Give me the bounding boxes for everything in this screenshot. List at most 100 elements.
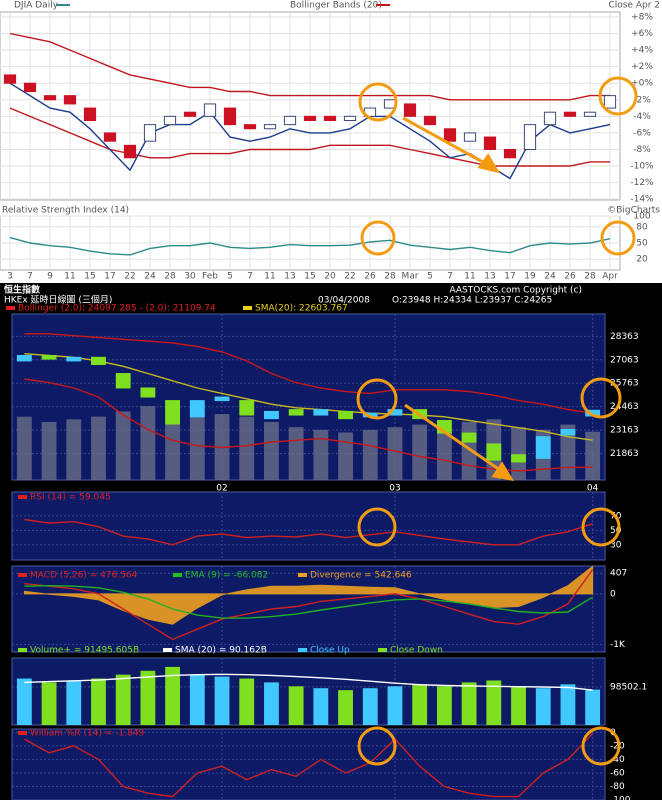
x-tick-label: 7 bbox=[447, 272, 453, 282]
volume-bar bbox=[412, 684, 428, 725]
panel-background bbox=[11, 491, 606, 561]
y-tick-label: 20 bbox=[636, 255, 648, 265]
volume-bar bbox=[461, 682, 477, 725]
volume-bar bbox=[165, 666, 181, 725]
y-tick-label: -12% bbox=[630, 178, 654, 188]
volume-overlay-bar bbox=[239, 416, 255, 480]
y-tick-label: +8% bbox=[631, 12, 653, 22]
y-tick-label: 50 bbox=[636, 239, 648, 249]
panel-background bbox=[11, 728, 606, 800]
x-tick-label: 22 bbox=[124, 272, 135, 282]
volume-bar bbox=[288, 686, 304, 725]
x-tick-label: 7 bbox=[27, 272, 33, 282]
candle-body bbox=[203, 103, 217, 117]
volume-bar bbox=[140, 670, 156, 725]
x-tick-label: 17 bbox=[104, 272, 115, 282]
legend-swatch bbox=[298, 573, 307, 577]
candle-body bbox=[313, 409, 329, 416]
candle-body bbox=[338, 410, 353, 420]
candle-body bbox=[461, 432, 477, 443]
legend-swatch bbox=[298, 648, 307, 652]
panel-legend: EMA (9) = -66.082 bbox=[185, 571, 268, 581]
header-text: AASTOCKS.com Copyright (c) bbox=[449, 286, 582, 296]
line-series bbox=[9, 82, 611, 180]
x-tick-label: 17 bbox=[504, 272, 515, 282]
highlight-circle bbox=[600, 220, 636, 256]
candle-body bbox=[483, 136, 497, 150]
panel-background bbox=[11, 657, 606, 726]
candle-body bbox=[189, 400, 205, 418]
trend-arrow bbox=[402, 116, 491, 168]
legend-swatch bbox=[163, 648, 172, 652]
candle-body bbox=[115, 373, 131, 389]
x-tick-label: 24 bbox=[144, 272, 156, 282]
header-text: 03/04/2008 bbox=[318, 296, 370, 306]
volume-bar bbox=[41, 682, 57, 725]
y-tick-label: 23163 bbox=[610, 426, 639, 436]
candle-body bbox=[583, 111, 597, 117]
x-tick-label: 24 bbox=[544, 272, 556, 282]
volume-overlay-bar bbox=[16, 416, 32, 480]
candle-body bbox=[543, 111, 557, 126]
y-tick-label: 407 bbox=[610, 569, 627, 579]
x-tick-label: 28 bbox=[584, 272, 596, 282]
y-tick-label: -8% bbox=[633, 145, 651, 155]
volume-bar bbox=[91, 678, 106, 725]
panel-legend: SMA (20) = 90.162B bbox=[175, 646, 267, 656]
y-tick-label: +4% bbox=[631, 46, 653, 56]
y-tick-label: -40 bbox=[610, 755, 625, 765]
panel-legend: William %R (14) = -1.849 bbox=[30, 729, 145, 739]
x-tick-label: 7 bbox=[247, 272, 253, 282]
legend-swatch bbox=[18, 648, 27, 652]
legend-swatch bbox=[6, 306, 15, 310]
candle-body bbox=[511, 454, 526, 463]
y-tick-label: -20 bbox=[610, 741, 625, 751]
candle-body bbox=[323, 115, 337, 121]
highlight-circle bbox=[358, 82, 398, 122]
y-tick-label: 30 bbox=[610, 540, 622, 550]
y-tick-label: -80 bbox=[610, 782, 625, 792]
candle-body bbox=[140, 387, 156, 398]
y-tick-label: 27063 bbox=[610, 355, 639, 365]
legend-swatch bbox=[243, 306, 252, 310]
legend-swatch bbox=[173, 573, 182, 577]
volume-overlay-bar bbox=[140, 406, 156, 480]
y-tick-label: 50 bbox=[610, 526, 622, 536]
volume-overlay-bar bbox=[264, 421, 279, 480]
volume-bar bbox=[511, 686, 526, 725]
volume-bar bbox=[486, 680, 502, 725]
candle-body bbox=[503, 148, 517, 159]
line-series bbox=[24, 569, 594, 641]
volume-bar bbox=[16, 678, 32, 725]
volume-bar bbox=[239, 678, 255, 725]
highlight-circle bbox=[357, 507, 397, 547]
volume-overlay-bar bbox=[560, 424, 576, 480]
volume-overlay-bar bbox=[387, 427, 403, 480]
volume-overlay-bar bbox=[511, 427, 526, 480]
volume-bar bbox=[313, 688, 329, 725]
legend-swatch bbox=[18, 495, 27, 499]
trend-arrow bbox=[404, 403, 504, 474]
volume-bar bbox=[436, 686, 452, 725]
candle-body bbox=[41, 355, 57, 360]
volume-overlay-bar bbox=[115, 411, 131, 480]
volume-overlay-bar bbox=[288, 427, 304, 480]
panel-background bbox=[11, 565, 606, 653]
x-tick-label: 28 bbox=[384, 272, 396, 282]
header-text: Close Apr 2 bbox=[608, 1, 660, 11]
candle-body bbox=[403, 103, 417, 117]
candle-body bbox=[183, 111, 197, 117]
candle-body bbox=[83, 107, 97, 121]
candle-body bbox=[91, 356, 106, 366]
y-tick-label: -60 bbox=[610, 768, 625, 778]
candle-body bbox=[523, 124, 537, 150]
candle-body bbox=[535, 436, 551, 459]
y-tick-label: 0 bbox=[610, 589, 616, 599]
volume-overlay-bar bbox=[412, 424, 428, 480]
x-tick-label: 20 bbox=[324, 272, 336, 282]
header-text: O:23948 H:24334 L:23937 C:24265 bbox=[392, 296, 552, 306]
candle-body bbox=[343, 115, 357, 121]
candle-body bbox=[303, 115, 317, 121]
panel-legend: RSI (14) = 59.045 bbox=[30, 493, 111, 503]
